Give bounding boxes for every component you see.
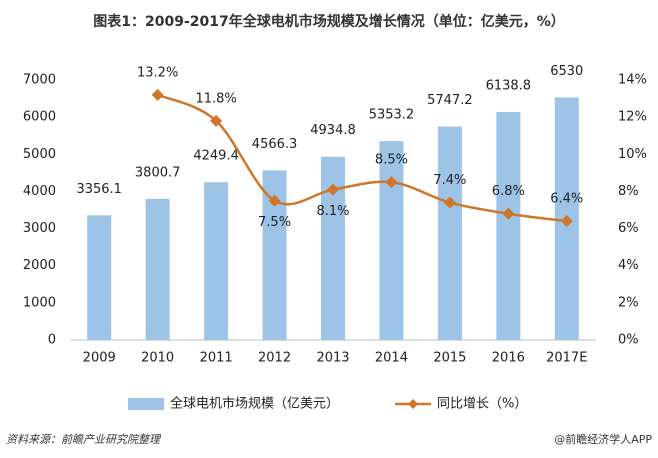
bar bbox=[437, 126, 462, 341]
bar-label: 4934.8 bbox=[310, 123, 356, 138]
y-tick-label: 6000 bbox=[23, 110, 56, 125]
line-label: 6.4% bbox=[550, 192, 583, 207]
line-marker bbox=[210, 114, 223, 127]
line-label: 7.4% bbox=[433, 173, 466, 188]
line-label: 8.1% bbox=[316, 204, 349, 219]
bar bbox=[145, 198, 170, 340]
bar bbox=[87, 215, 112, 340]
y-tick-label: 2000 bbox=[23, 258, 56, 273]
y2-tick-label: 6% bbox=[618, 221, 639, 236]
line-label: 13.2% bbox=[137, 65, 178, 80]
y-tick-label: 7000 bbox=[23, 73, 56, 88]
y-tick-label: 4000 bbox=[23, 184, 56, 199]
y2-tick-label: 2% bbox=[618, 295, 639, 310]
line-label: 6.8% bbox=[492, 184, 525, 199]
x-tick-label: 2012 bbox=[258, 351, 291, 366]
line-marker bbox=[268, 194, 281, 207]
line-label: 11.8% bbox=[195, 91, 236, 106]
bar-label: 3800.7 bbox=[135, 165, 181, 180]
source: 资料来源：前瞻产业研究院整理 bbox=[6, 433, 162, 446]
y2-tick-label: 14% bbox=[618, 73, 647, 88]
bar-label: 3356.1 bbox=[76, 182, 122, 197]
bar bbox=[496, 111, 521, 340]
bar-label: 5747.2 bbox=[427, 93, 473, 108]
bar-label: 6138.8 bbox=[486, 78, 532, 93]
line-marker bbox=[560, 215, 573, 228]
x-tick-label: 2009 bbox=[83, 351, 116, 366]
y2-tick-label: 4% bbox=[618, 258, 639, 273]
bar bbox=[204, 182, 229, 340]
line-marker bbox=[151, 88, 164, 101]
y2-tick-label: 8% bbox=[618, 184, 639, 199]
line-label: 8.5% bbox=[375, 153, 408, 168]
bar-label: 4566.3 bbox=[252, 137, 298, 152]
y-tick-label: 5000 bbox=[23, 147, 56, 162]
line-label: 7.5% bbox=[258, 215, 291, 230]
legend-label: 全球电机市场规模（亿美元） bbox=[170, 396, 339, 412]
line-marker bbox=[327, 183, 339, 196]
chart-title: 图表1：2009-2017年全球电机市场规模及增长情况（单位：亿美元，%） bbox=[93, 13, 565, 30]
bar-label: 6530 bbox=[550, 64, 583, 79]
x-tick-label: 2011 bbox=[200, 351, 233, 366]
y-tick-label: 1000 bbox=[23, 295, 56, 310]
bar-label: 5353.2 bbox=[369, 108, 415, 123]
bar-label: 4249.4 bbox=[193, 149, 239, 164]
x-tick-label: 2010 bbox=[141, 351, 174, 366]
x-tick-label: 2015 bbox=[433, 351, 466, 366]
line-marker bbox=[443, 196, 456, 209]
y-tick-label: 0 bbox=[48, 333, 56, 348]
y-tick-label: 3000 bbox=[23, 221, 56, 236]
legend-swatch bbox=[128, 398, 164, 410]
x-tick-label: 2013 bbox=[316, 351, 349, 366]
legend-swatch bbox=[408, 399, 419, 409]
x-tick-label: 2017E bbox=[546, 351, 587, 366]
footer: @前瞻经济学人APP bbox=[554, 432, 652, 446]
line-marker bbox=[385, 176, 398, 189]
x-tick-label: 2016 bbox=[492, 351, 525, 366]
y2-tick-label: 0% bbox=[618, 333, 639, 348]
legend-label: 同比增长（%） bbox=[437, 397, 527, 412]
bar bbox=[379, 141, 404, 340]
line-marker bbox=[502, 207, 515, 220]
y2-tick-label: 10% bbox=[618, 147, 647, 162]
y2-tick-label: 12% bbox=[618, 110, 647, 125]
x-tick-label: 2014 bbox=[375, 351, 408, 366]
